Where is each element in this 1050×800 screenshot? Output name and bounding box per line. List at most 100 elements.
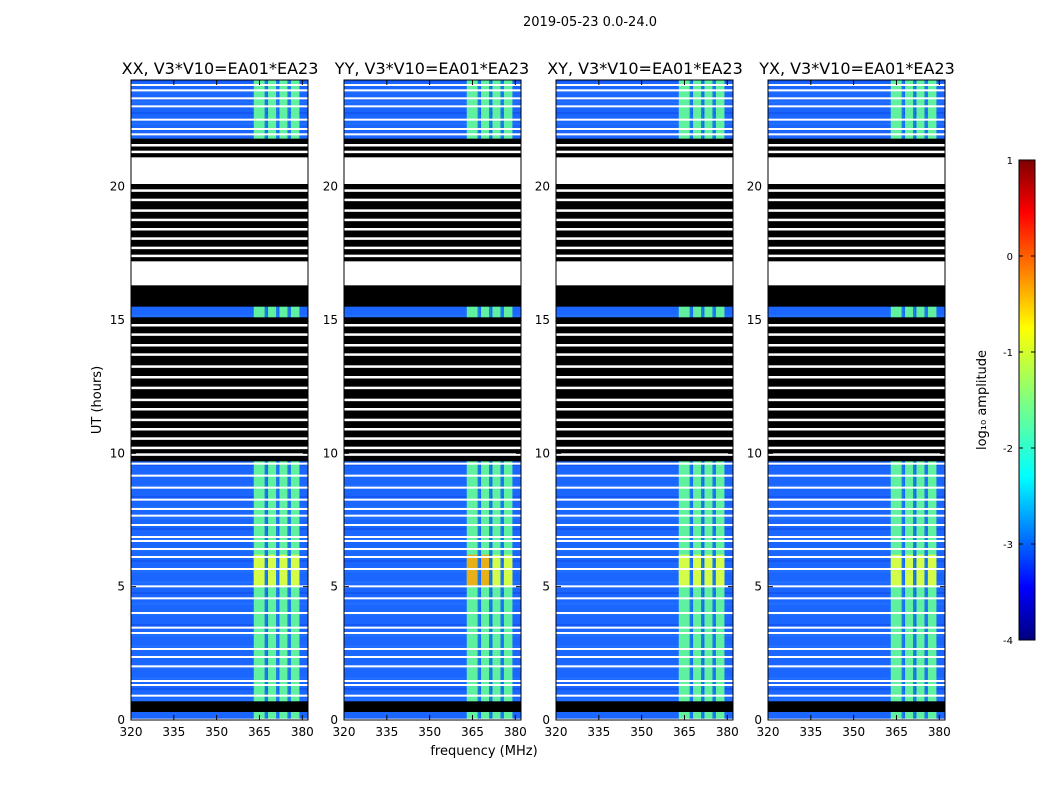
row-gap [556, 398, 733, 402]
row-gap [344, 118, 521, 121]
row-gap [131, 684, 308, 686]
row-gap [344, 548, 521, 550]
row-gap [768, 437, 945, 440]
row-gap [768, 198, 945, 202]
row-gap [344, 398, 521, 402]
heatmap-texture-row [344, 506, 521, 509]
heatmap-texture-row [556, 602, 733, 605]
row-gap [131, 97, 308, 100]
colorbar-tick-label: 1 [1007, 156, 1013, 167]
row-gap [344, 453, 521, 456]
x-tick-label: 350 [630, 725, 653, 739]
heatmap-texture-row [768, 464, 945, 466]
row-gap [131, 228, 308, 231]
row-gap [556, 524, 733, 526]
x-tick-label: 350 [205, 725, 228, 739]
row-gap [556, 89, 733, 92]
row-gap [344, 128, 521, 130]
heatmap-texture-row [556, 581, 733, 584]
heatmap-texture-row [768, 634, 945, 637]
row-gap [131, 237, 308, 240]
row-gap [556, 536, 733, 538]
colorbar-tick-label: -1 [1003, 348, 1013, 359]
row-gap [131, 365, 308, 368]
row-gap [768, 626, 945, 629]
row-gap [768, 428, 945, 431]
row-gap [131, 514, 308, 517]
row-gap [768, 694, 945, 697]
heatmap-texture-row [556, 80, 733, 82]
row-gap [344, 446, 521, 450]
y-axis-label: UT (hours) [90, 366, 105, 434]
row-gap [556, 128, 733, 130]
row-gap [768, 548, 945, 550]
row-gap [344, 105, 521, 108]
row-gap [344, 324, 521, 327]
plot-frame [343, 79, 522, 721]
heatmap-texture-row [556, 549, 733, 552]
row-gap [556, 568, 733, 570]
row-gap [768, 365, 945, 368]
row-gap [768, 386, 945, 390]
heatmap-texture-row [344, 122, 521, 125]
row-gap [556, 684, 733, 686]
heatmap-texture-row [556, 517, 733, 520]
row-gap [344, 694, 521, 697]
heatmap-texture-row [556, 624, 733, 626]
heatmap-texture-row [556, 122, 733, 125]
row-gap [344, 585, 521, 588]
row-gap [556, 556, 733, 558]
row-gap [768, 324, 945, 327]
y-tick-label: 5 [117, 580, 125, 594]
row-gap [768, 556, 945, 558]
row-gap [131, 128, 308, 130]
heatmap-texture-row [556, 634, 733, 637]
heatmap-texture-row [768, 624, 945, 626]
heatmap-texture-row [768, 592, 945, 594]
heatmap-texture-row [131, 528, 308, 530]
row-gap [768, 684, 945, 686]
row-gap [556, 324, 733, 327]
row-gap [131, 198, 308, 202]
row-gap [556, 365, 733, 368]
heatmap-texture-row [344, 464, 521, 466]
row-gap [556, 453, 733, 456]
row-gap [768, 508, 945, 510]
heatmap-texture-row [344, 645, 521, 648]
row-gap [768, 398, 945, 402]
row-gap [768, 237, 945, 240]
row-gap [344, 428, 521, 431]
row-gap [131, 474, 308, 477]
heatmap-texture-row [344, 570, 521, 573]
row-gap [768, 209, 945, 212]
bright-channel-hotspot [268, 554, 277, 587]
heatmap-texture-row [768, 538, 945, 541]
heatmap-texture-row [556, 688, 733, 690]
x-tick-label: 365 [673, 725, 696, 739]
heatmap-texture-row [556, 464, 733, 466]
bright-channel-hotspot [905, 554, 914, 587]
y-tick-label: 20 [110, 180, 125, 194]
heatmap-texture-row [131, 80, 308, 82]
row-gap [556, 597, 733, 600]
bright-channel-hotspot [481, 554, 490, 587]
row-gap [768, 97, 945, 100]
row-gap [768, 665, 945, 668]
row-gap [556, 237, 733, 240]
row-gap [131, 612, 308, 614]
row-gap [556, 105, 733, 108]
x-tick-label: 350 [418, 725, 441, 739]
heatmap-texture-row [131, 688, 308, 690]
heatmap-texture-row [768, 528, 945, 530]
row-gap [344, 228, 521, 231]
row-gap [768, 133, 945, 136]
y-tick-label: 15 [747, 313, 762, 327]
heatmap-texture-row [344, 101, 521, 104]
row-gap [131, 254, 308, 258]
panel-title: XX, V3*V10=EA01*EA23 [122, 59, 319, 78]
heatmap-texture-row [768, 560, 945, 562]
heatmap-texture-row [344, 688, 521, 690]
figure-title: 2019-05-23 0.0-24.0 [523, 15, 657, 30]
heatmap-texture-row [344, 549, 521, 552]
x-tick-label: 380 [716, 725, 739, 739]
